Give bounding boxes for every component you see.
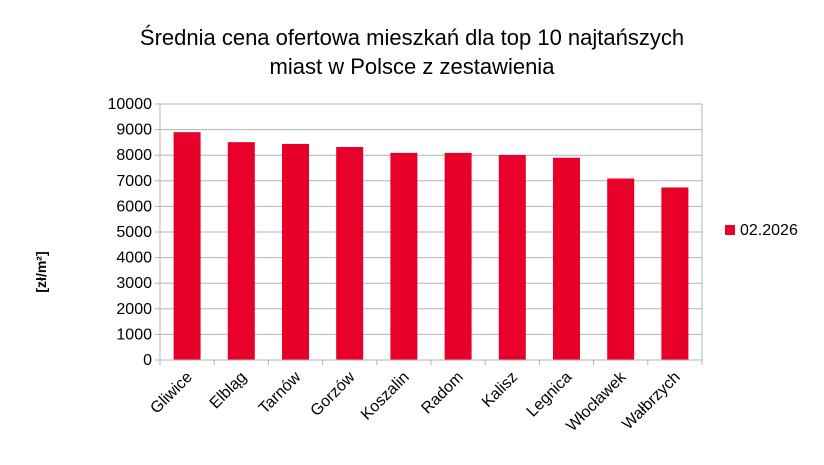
y-tick-label: 0 bbox=[143, 352, 152, 369]
bar-kalisz bbox=[498, 154, 526, 360]
x-tick-label: Włocławek bbox=[563, 368, 630, 435]
bar-gorzów bbox=[336, 147, 364, 360]
bar-wałbrzych bbox=[661, 187, 689, 360]
x-tick-label: Koszalin bbox=[358, 369, 413, 424]
bar-legnica bbox=[553, 157, 580, 360]
legend-swatch bbox=[725, 225, 735, 235]
bar-tarnów bbox=[282, 143, 309, 360]
y-axis-label: [zł/m²] bbox=[33, 251, 49, 292]
x-tick-label: Wałbrzych bbox=[619, 369, 683, 433]
y-tick-label: 9000 bbox=[116, 122, 152, 139]
y-tick-label: 8000 bbox=[116, 147, 152, 164]
x-tick-label: Tarnów bbox=[256, 368, 305, 417]
bar-włocławek bbox=[607, 178, 635, 360]
y-tick-label: 3000 bbox=[116, 275, 152, 292]
bar-radom bbox=[444, 152, 472, 360]
y-tick-label: 10000 bbox=[108, 96, 153, 113]
x-tick-label: Legnica bbox=[524, 369, 576, 421]
bar-elbląg bbox=[227, 142, 255, 360]
x-tick-label: Radom bbox=[418, 369, 466, 417]
x-tick-label: Elbląg bbox=[207, 369, 250, 412]
x-tick-label: Gliwice bbox=[147, 369, 196, 418]
bar-koszalin bbox=[390, 152, 418, 360]
y-tick-label: 6000 bbox=[116, 198, 152, 215]
x-tick-label: Gorzów bbox=[308, 368, 359, 419]
legend: 02.2026 bbox=[725, 222, 798, 239]
y-tick-label: 1000 bbox=[116, 326, 152, 343]
y-tick-label: 5000 bbox=[116, 224, 152, 241]
chart-title-line-2: miast w Polsce z zestawienia bbox=[270, 54, 556, 79]
y-tick-label: 4000 bbox=[116, 250, 152, 267]
legend-label: 02.2026 bbox=[740, 222, 798, 239]
bar-gliwice bbox=[173, 132, 201, 360]
y-tick-label: 2000 bbox=[116, 301, 152, 318]
chart-title-line-1: Średnia cena ofertowa mieszkań dla top 1… bbox=[140, 25, 684, 50]
y-tick-label: 7000 bbox=[116, 173, 152, 190]
x-tick-label: Kalisz bbox=[479, 369, 521, 411]
